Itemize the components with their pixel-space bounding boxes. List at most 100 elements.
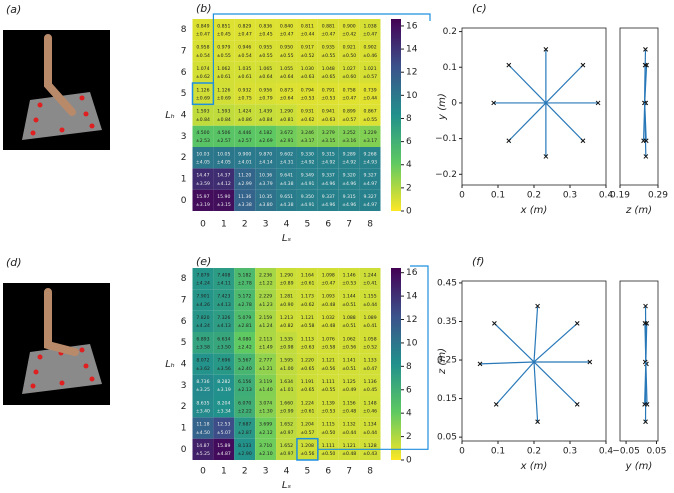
cell-value: 5.079 [238,315,251,321]
target-marker [574,402,580,407]
cell-error: ±1.40 [259,387,273,393]
cell-value: 1.062 [343,336,356,342]
cell-error: ±0.62 [300,117,314,123]
heat-cell [213,40,235,62]
x-tick-label: 0 [459,191,465,201]
cell-error: ±3.58 [196,344,210,350]
x-tick-label: 0.4 [599,447,614,457]
cell-error: ±0.52 [300,53,314,59]
target-marker [642,321,648,326]
cell-error: ±2.13 [238,387,252,393]
colorbar-tick-label: 12 [406,68,417,78]
cell-value: 1.132 [343,422,356,428]
cell-value: 3.279 [322,130,335,136]
cell-error: ±4.87 [217,451,231,457]
cell-error: ±2.57 [217,138,231,144]
highlight-box [191,82,215,106]
cell-error: ±3.19 [196,202,210,208]
cell-error: ±0.41 [363,323,377,329]
cell-value: 14.37 [217,173,230,179]
heat-cell [213,438,235,460]
cell-error: ±0.98 [279,344,293,350]
cell-error: ±4.97 [363,181,377,187]
target-marker [506,138,512,144]
cell-error: ±0.56 [300,451,314,457]
heat-cell [296,104,318,126]
cell-value: 7.423 [217,294,230,300]
cell-value: 0.956 [259,87,272,93]
x-tick-label: 2 [242,467,248,477]
cell-value: 7.879 [196,272,209,278]
y-tick-label: 0.15 [437,394,457,404]
heat-cell [192,104,214,126]
heat-cell [317,289,339,311]
cell-value: 7.696 [217,358,230,364]
cell-error: ±4.93 [363,159,377,165]
cell-error: ±0.53 [321,95,335,101]
colorbar-tick-label: 6 [406,385,412,395]
heat-cell [192,374,214,396]
cell-value: 1.424 [238,109,251,115]
cell-error: ±0.58 [300,323,314,329]
heat-cell [192,332,214,354]
cell-value: 8.204 [217,400,230,406]
cell-error: ±0.84 [217,117,231,123]
cell-error: ±4.24 [196,323,210,329]
cell-error: ±0.69 [217,95,231,101]
colorbar-tick-label: 2 [406,183,412,193]
heat-cell [359,189,381,211]
heat-cell [234,83,256,105]
x-axis-label: x (m) [520,461,548,472]
heat-cell [338,417,360,439]
cell-value: 1.652 [280,422,293,428]
heat-cell [296,374,318,396]
cell-error: ±4.12 [217,181,231,187]
target-marker [574,321,580,326]
cell-error: ±0.43 [363,451,377,457]
cell-value: 12.53 [217,422,230,428]
y-tick-label: 0 [181,445,187,455]
cell-value: 1.058 [363,336,376,342]
cell-value: 1.121 [322,358,335,364]
heat-cell [338,19,360,41]
x-tick-label: 6 [325,467,331,477]
x-tick-label: 0 [200,220,206,230]
heat-cell [359,61,381,83]
y-tick-label: 0.1 [443,63,457,73]
heat-cell [338,310,360,332]
y-tick-label: 0 [181,196,187,206]
heat-cell [213,353,235,375]
heat-cell [276,417,297,439]
panel-label: (d) [6,256,22,269]
y-tick-label: 3 [181,132,187,142]
x-tick-label: −0.05 [612,447,640,457]
cell-error: ±0.41 [363,280,377,286]
y-tick-label: 4 [181,111,187,121]
heat-cell [276,353,297,375]
heat-cell [234,396,256,418]
cell-error: ±2.42 [238,344,252,350]
heat-cell [296,353,318,375]
cell-value: 9.870 [259,151,272,157]
heat-cell [234,168,256,190]
cell-value: 14.87 [196,443,209,449]
cell-error: ±3.59 [196,181,210,187]
cell-error: ±4.13 [217,323,231,329]
target-marker [580,138,586,144]
heat-cell [255,438,277,460]
panel-label: (f) [472,255,484,268]
cell-error: ±0.42 [342,31,356,37]
cell-error: ±0.55 [217,53,231,59]
y-axis-label: Lₕ [165,359,175,370]
cell-error: ±1.00 [279,366,293,372]
cell-error: ±0.55 [321,387,335,393]
cell-error: ±0.50 [321,451,335,457]
heat-cell [317,40,339,62]
colorbar-tick-label: 6 [406,137,412,147]
y-tick-label: 5 [181,338,187,348]
cell-error: ±0.44 [363,95,377,101]
cell-error: ±3.34 [217,408,231,414]
cell-error: ±5.07 [217,430,231,436]
x-tick-label: 4 [284,220,290,230]
